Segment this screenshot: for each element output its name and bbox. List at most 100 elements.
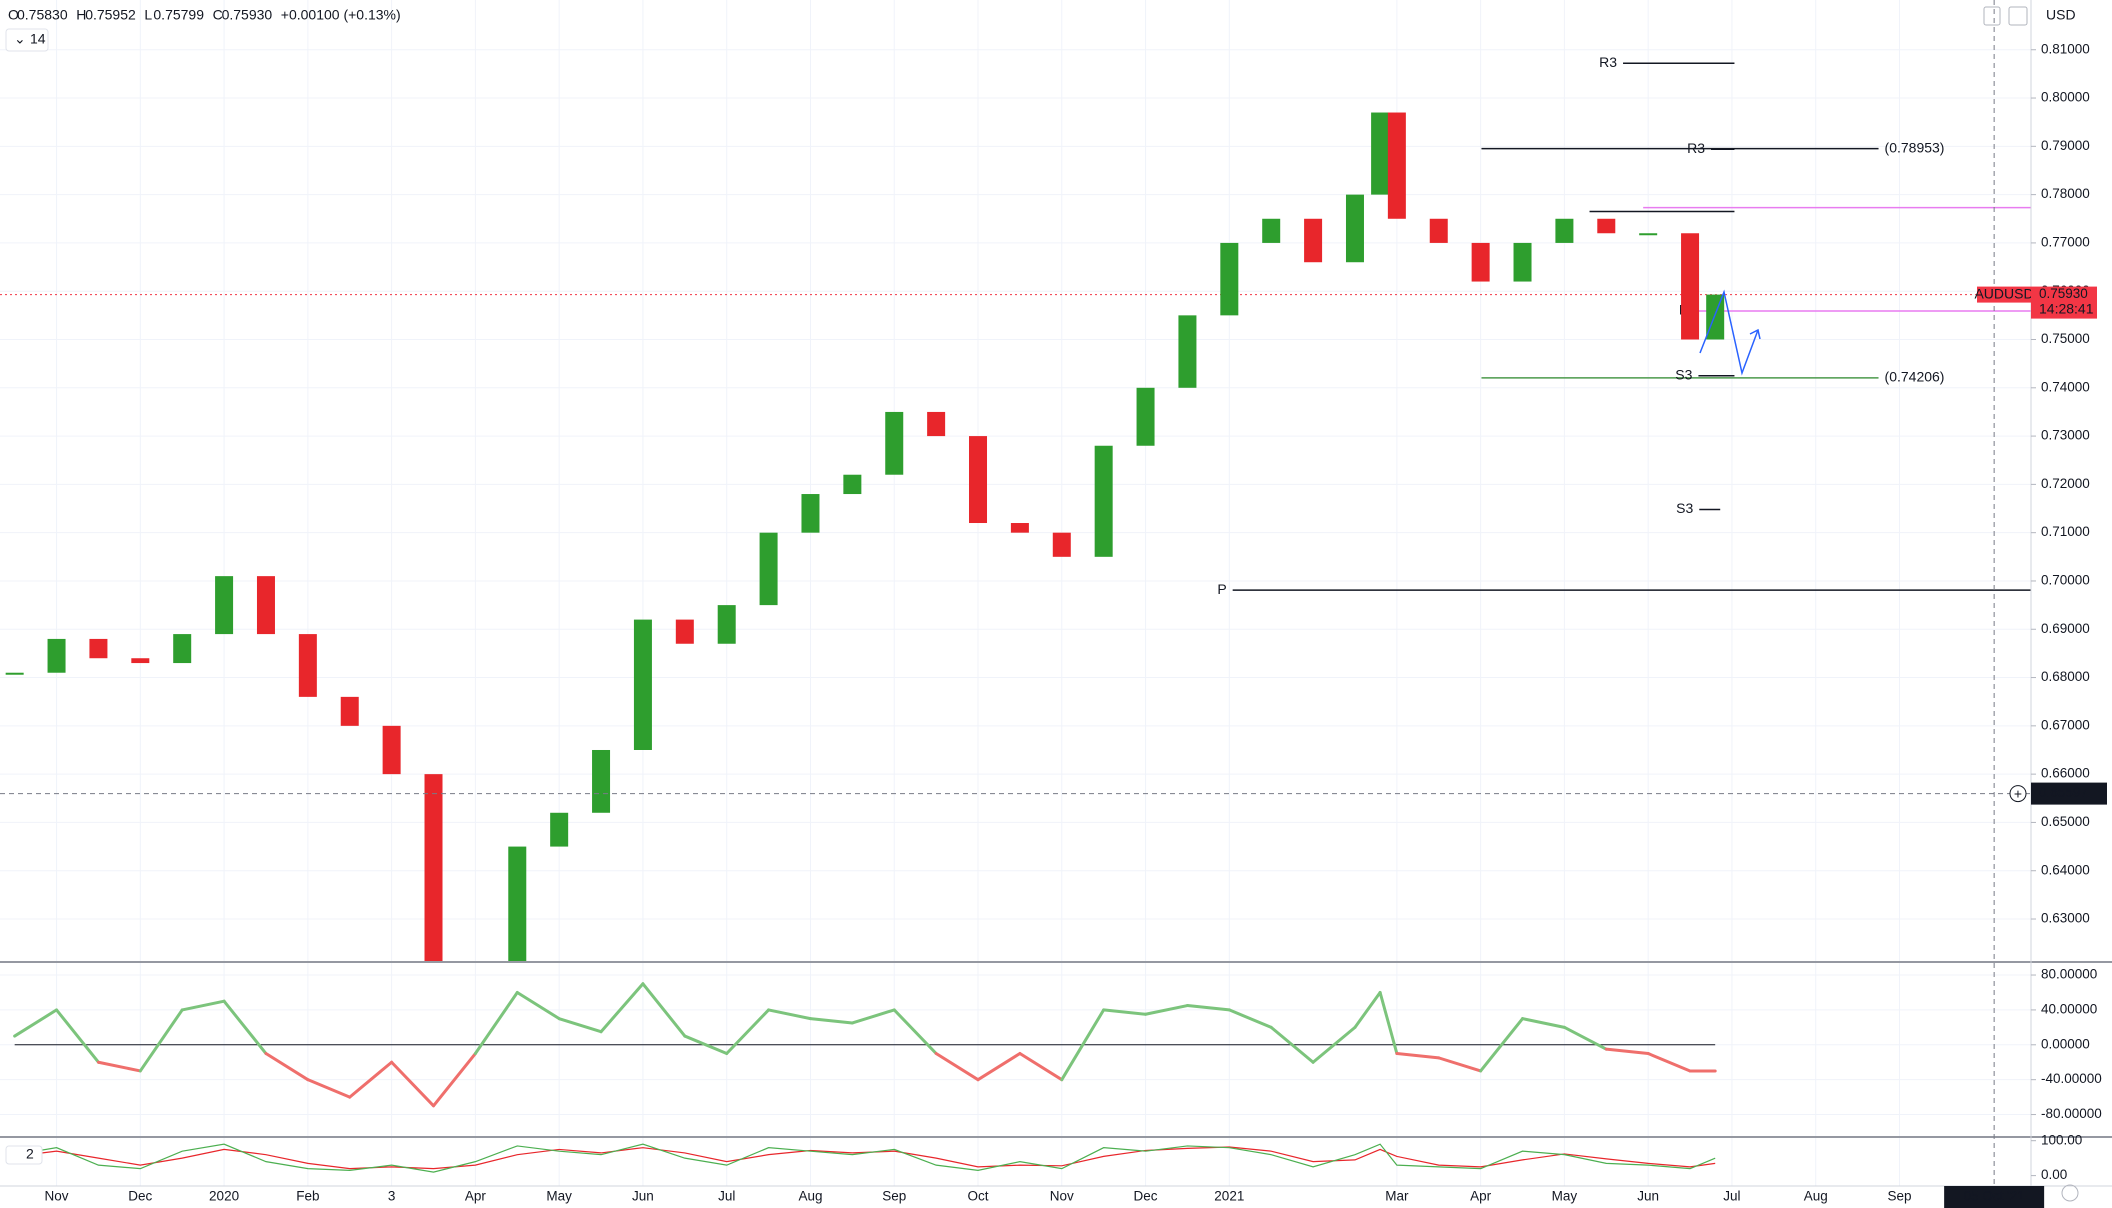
candle <box>759 532 778 606</box>
ohlc-change: +0.00100 (+0.13%) <box>281 7 401 23</box>
osc-segment <box>55 1008 100 1064</box>
symbol-tag <box>1977 286 2031 303</box>
scroll-button[interactable] <box>1983 6 2001 26</box>
x-tick-label: Oct <box>968 1189 989 1204</box>
osc-segment <box>1437 1056 1483 1073</box>
ohlc-value: 0.75930 <box>222 7 273 23</box>
osc-segment <box>1353 990 1382 1029</box>
candle <box>633 619 652 750</box>
currency-label[interactable]: USD <box>2046 7 2076 23</box>
ohlc-key: O <box>8 7 19 23</box>
osc-segment <box>222 999 268 1056</box>
x-tick-label: Dec <box>128 1189 152 1204</box>
countdown-label: 14:28:41 <box>2039 300 2094 316</box>
x-tick-label: 2021 <box>1214 1189 1244 1204</box>
last-price-label: 0.75930 <box>2039 286 2088 301</box>
oscillator-pane <box>13 982 1717 1108</box>
candle <box>173 634 192 664</box>
osc-segment <box>1102 1008 1148 1016</box>
crosshair-y-box <box>2031 782 2107 805</box>
osc-segment <box>767 1008 812 1021</box>
x-tick-label: Nov <box>45 1189 69 1204</box>
oscillator-length: 14 <box>30 31 46 47</box>
osc-segment <box>1479 1017 1525 1073</box>
osc-segment <box>808 1017 854 1025</box>
candle <box>47 638 66 673</box>
osc-segment <box>641 982 687 1038</box>
candle <box>717 605 736 644</box>
symbol-label: AUDUSD <box>1974 285 2033 301</box>
candle <box>508 846 527 962</box>
osc-segment <box>306 1078 352 1099</box>
osc-segment <box>348 1060 394 1099</box>
x-tick-label: Apr <box>1470 1189 1492 1204</box>
osc-segment <box>725 1008 771 1056</box>
osc-segment <box>1604 1047 1650 1056</box>
crosshair-x-label: 05 Oct '21 <box>1964 1189 2025 1204</box>
x-tick-label: Nov <box>1050 1189 1074 1204</box>
candle <box>1706 294 1725 340</box>
chip-arrow: ⌄ <box>14 31 26 47</box>
x-tick-label: Aug <box>798 1189 822 1204</box>
candle <box>1304 218 1323 263</box>
crosshair-add-button[interactable] <box>2009 785 2027 803</box>
candle <box>424 774 443 962</box>
osc-segment <box>1311 1025 1357 1064</box>
x-tick-label: Dec <box>1134 1189 1158 1204</box>
osc-segment <box>1395 1052 1441 1060</box>
stochastic-pane <box>14 1143 1716 1173</box>
ohlc-value: 0.75799 <box>153 7 204 23</box>
candle <box>1094 445 1113 557</box>
candle <box>1345 194 1364 263</box>
x-tick-label: Jul <box>1723 1189 1740 1204</box>
osc-segment <box>1521 1017 1566 1029</box>
ohlc-key: H <box>76 7 86 23</box>
indicator-chip[interactable] <box>5 1145 43 1165</box>
osc-segment <box>1060 1008 1106 1082</box>
x-tick-label: Sep <box>1887 1189 1911 1204</box>
auto-scale-button[interactable] <box>2061 1184 2079 1202</box>
pivot-value-label: (0.78953) <box>1885 139 1945 155</box>
y-tick-label: 0.70000 <box>2041 573 2090 588</box>
osc-segment <box>473 990 519 1056</box>
y-tick-label: 0.72000 <box>2041 476 2090 491</box>
stochastic-d <box>14 1146 1716 1170</box>
y-tick-label: 0.67000 <box>2041 717 2090 732</box>
x-tick-label: Mar <box>1385 1189 1409 1204</box>
x-tick-label: 3 <box>388 1189 396 1204</box>
indicator-chip[interactable] <box>5 28 49 52</box>
ohlc-header: O0.75830 H0.75952 L 0.75799 C0.75930 +0.00100… <box>8 7 401 23</box>
candle <box>1136 387 1155 446</box>
candle <box>131 658 150 664</box>
y-tick-label: 0.68000 <box>2041 669 2090 684</box>
y-tick-label: 0.78000 <box>2041 186 2090 201</box>
crosshair-add-icon: + <box>2014 785 2022 801</box>
crosshair-x-box <box>1944 1186 2045 1208</box>
osc-segment <box>1646 1052 1692 1073</box>
x-tick-label: Apr <box>465 1189 487 1204</box>
candle <box>1262 218 1281 243</box>
osc-segment <box>180 999 226 1012</box>
ohlc-value: 0.75952 <box>85 7 136 23</box>
sto-tick-label: 100.00 <box>2041 1132 2082 1147</box>
x-tick-label: 2020 <box>209 1189 239 1204</box>
osc-segment <box>515 990 561 1021</box>
pivot-label: P <box>1217 581 1226 597</box>
candle <box>89 638 108 659</box>
osc-segment <box>1227 1008 1273 1029</box>
y-tick-label: 0.75000 <box>2041 331 2090 346</box>
osc-tick-label: 80.00000 <box>2041 967 2097 982</box>
candle <box>1178 315 1197 388</box>
osc-tick-label: -40.00000 <box>2041 1071 2102 1086</box>
candle <box>1681 233 1700 340</box>
candle <box>1471 242 1490 282</box>
x-tick-label: May <box>546 1189 572 1204</box>
pivot-label: S3 <box>1676 500 1693 516</box>
fullscreen-button[interactable] <box>2008 6 2028 26</box>
grid-layer <box>0 0 2031 1186</box>
candle <box>801 494 820 533</box>
osc-segment <box>432 1052 477 1108</box>
osc-segment <box>892 1008 938 1056</box>
